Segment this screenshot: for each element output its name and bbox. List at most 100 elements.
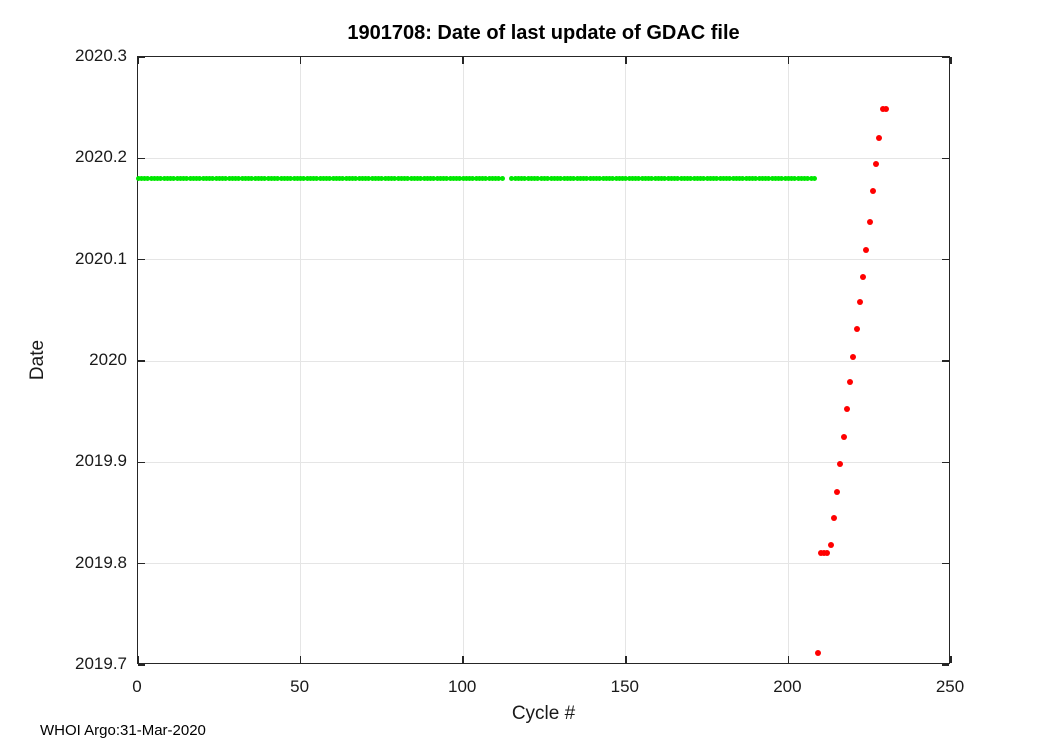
data-point-bulk-gdac-update xyxy=(450,176,456,182)
data-point-bulk-gdac-update xyxy=(561,176,567,182)
data-point-bulk-gdac-update xyxy=(216,176,222,182)
data-point-bulk-gdac-update xyxy=(317,176,323,182)
data-point-bulk-gdac-update xyxy=(151,176,157,182)
data-point-bulk-gdac-update xyxy=(372,176,378,182)
data-point-bulk-gdac-update xyxy=(418,176,424,182)
data-point-bulk-gdac-update xyxy=(785,176,791,182)
data-point-bulk-gdac-update xyxy=(727,176,733,182)
data-point-bulk-gdac-update xyxy=(470,176,476,182)
tick-mark-y xyxy=(942,157,949,160)
data-point-bulk-gdac-update xyxy=(278,176,284,182)
tick-mark-x xyxy=(299,656,302,663)
data-point-bulk-gdac-update xyxy=(772,176,778,182)
data-point-bulk-gdac-update xyxy=(437,176,443,182)
data-point-recent-cycle-updates xyxy=(840,434,847,440)
data-point-bulk-gdac-update xyxy=(691,176,697,182)
data-point-bulk-gdac-update xyxy=(421,176,427,182)
data-point-bulk-gdac-update xyxy=(808,176,814,182)
data-point-bulk-gdac-update xyxy=(694,176,700,182)
data-point-bulk-gdac-update xyxy=(665,176,671,182)
data-point-bulk-gdac-update xyxy=(259,176,265,182)
data-point-bulk-gdac-update xyxy=(291,176,297,182)
data-point-bulk-gdac-update xyxy=(337,176,343,182)
data-point-bulk-gdac-update xyxy=(763,176,769,182)
data-point-bulk-gdac-update xyxy=(759,176,765,182)
data-point-recent-cycle-updates xyxy=(860,273,867,280)
data-point-bulk-gdac-update xyxy=(675,176,681,182)
tick-mark-y xyxy=(942,562,949,565)
data-point-bulk-gdac-update xyxy=(353,176,359,182)
tick-mark-y xyxy=(138,461,145,464)
tick-mark-y xyxy=(942,56,949,58)
data-point-recent-cycle-updates xyxy=(863,246,870,253)
data-point-bulk-gdac-update xyxy=(480,176,486,182)
data-point-bulk-gdac-update xyxy=(346,176,352,182)
data-point-bulk-gdac-update xyxy=(135,176,141,182)
tick-mark-y xyxy=(942,461,949,464)
data-point-bulk-gdac-update xyxy=(499,176,505,182)
tick-mark-y xyxy=(138,562,145,565)
data-point-bulk-gdac-update xyxy=(405,176,411,182)
data-point-bulk-gdac-update xyxy=(681,176,687,182)
y-axis-label: Date xyxy=(27,339,48,381)
data-point-bulk-gdac-update xyxy=(811,176,817,182)
data-point-bulk-gdac-update xyxy=(294,176,300,182)
data-point-bulk-gdac-update xyxy=(255,176,261,182)
data-point-bulk-gdac-update xyxy=(701,176,707,182)
data-point-bulk-gdac-update xyxy=(213,176,219,182)
data-point-bulk-gdac-update xyxy=(164,176,170,182)
data-point-bulk-gdac-update xyxy=(483,176,489,182)
data-point-bulk-gdac-update xyxy=(584,176,590,182)
data-point-bulk-gdac-update xyxy=(600,176,606,182)
data-point-recent-cycle-updates xyxy=(817,549,824,556)
data-point-bulk-gdac-update xyxy=(587,176,593,182)
data-point-bulk-gdac-update xyxy=(457,176,463,182)
data-point-bulk-gdac-update xyxy=(577,176,583,182)
data-point-bulk-gdac-update xyxy=(779,176,785,182)
data-point-bulk-gdac-update xyxy=(685,176,691,182)
data-point-bulk-gdac-update xyxy=(597,176,603,182)
data-point-bulk-gdac-update xyxy=(376,176,382,182)
y-tick-label: 2020.3 xyxy=(75,46,127,65)
data-point-bulk-gdac-update xyxy=(246,176,252,182)
y-tick-label: 2020 xyxy=(89,350,127,369)
data-point-bulk-gdac-update xyxy=(161,176,167,182)
data-point-bulk-gdac-update xyxy=(649,176,655,182)
data-point-bulk-gdac-update xyxy=(194,176,200,182)
data-point-bulk-gdac-update xyxy=(525,176,531,182)
data-point-bulk-gdac-update xyxy=(473,176,479,182)
data-point-bulk-gdac-update xyxy=(392,176,398,182)
data-point-bulk-gdac-update xyxy=(568,176,574,182)
data-point-bulk-gdac-update xyxy=(382,176,388,182)
data-point-bulk-gdac-update xyxy=(395,176,401,182)
data-point-bulk-gdac-update xyxy=(789,176,795,182)
data-point-bulk-gdac-update xyxy=(743,176,749,182)
data-point-bulk-gdac-update xyxy=(138,176,144,182)
data-point-bulk-gdac-update xyxy=(555,176,560,182)
data-point-bulk-gdac-update xyxy=(359,176,365,182)
data-point-bulk-gdac-update xyxy=(272,176,278,182)
data-point-bulk-gdac-update xyxy=(148,176,154,182)
gridline-vertical xyxy=(625,57,627,663)
data-point-bulk-gdac-update xyxy=(662,176,668,182)
data-point-bulk-gdac-update xyxy=(411,176,417,182)
data-point-bulk-gdac-update xyxy=(268,176,274,182)
data-point-bulk-gdac-update xyxy=(538,176,544,182)
data-point-bulk-gdac-update xyxy=(447,176,453,182)
tick-mark-y xyxy=(942,664,949,666)
data-point-bulk-gdac-update xyxy=(776,176,782,182)
data-point-bulk-gdac-update xyxy=(220,176,226,182)
tick-mark-x xyxy=(299,57,302,64)
data-point-recent-cycle-updates xyxy=(850,353,857,360)
x-tick-label: 150 xyxy=(610,677,639,696)
data-point-bulk-gdac-update xyxy=(766,176,772,182)
data-point-bulk-gdac-update xyxy=(594,176,600,182)
data-point-bulk-gdac-update xyxy=(659,176,665,182)
data-point-recent-cycle-updates xyxy=(830,515,837,522)
data-point-bulk-gdac-update xyxy=(379,176,385,182)
data-point-bulk-gdac-update xyxy=(343,176,349,182)
data-point-bulk-gdac-update xyxy=(333,176,339,182)
data-point-bulk-gdac-update xyxy=(454,176,460,182)
data-point-bulk-gdac-update xyxy=(145,176,151,182)
